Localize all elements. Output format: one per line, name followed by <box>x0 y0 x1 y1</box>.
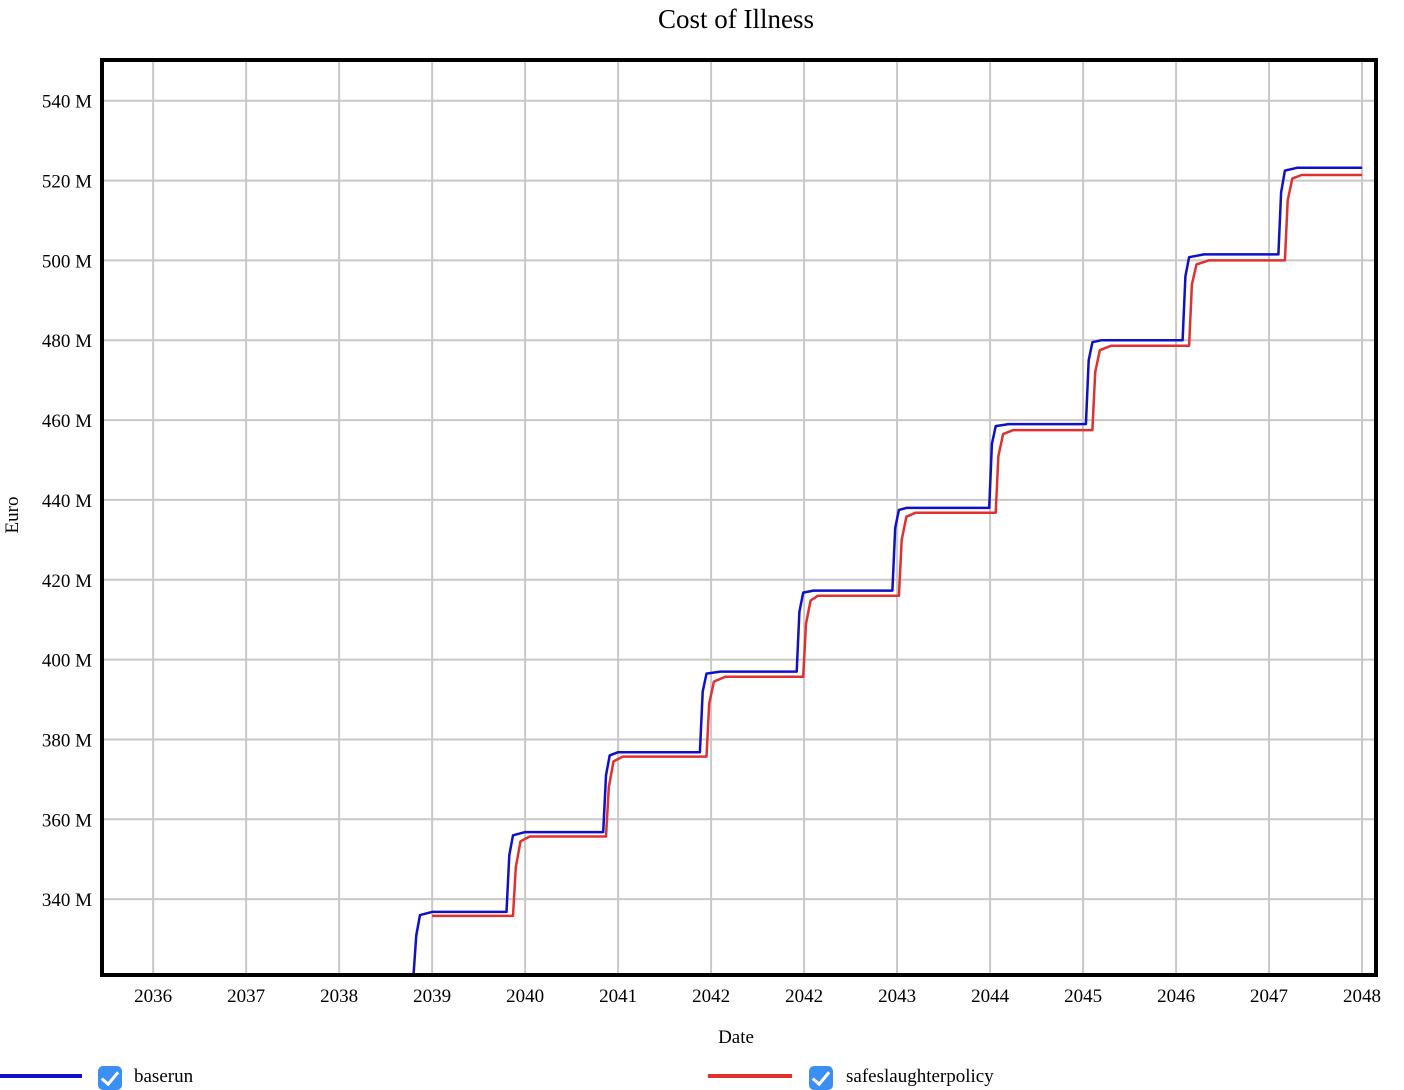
x-tick-label: 2044 <box>971 986 1010 1007</box>
x-tick-label: 2039 <box>413 986 451 1007</box>
y-tick-label: 360 M <box>42 810 92 831</box>
x-tick-label: 2045 <box>1064 986 1102 1007</box>
x-tick-label: 2037 <box>227 986 265 1007</box>
y-tick-label: 400 M <box>42 651 92 672</box>
x-tick-label: 2042 <box>692 986 730 1007</box>
legend-checkbox-baserun[interactable] <box>98 1066 122 1090</box>
y-tick-label: 520 M <box>42 172 92 193</box>
legend-label-safeslaughterpolicy: safeslaughterpolicy <box>846 1066 994 1087</box>
series-layer <box>412 166 1363 976</box>
y-tick-label: 460 M <box>42 411 92 432</box>
y-tick-label: 440 M <box>42 491 92 512</box>
x-tick-label: 2041 <box>599 986 637 1007</box>
x-tick-label: 2038 <box>320 986 358 1007</box>
plot-frame <box>100 58 1378 977</box>
y-tick-label: 420 M <box>42 571 92 592</box>
y-tick-label: 480 M <box>42 331 92 352</box>
y-tick-label: 380 M <box>42 730 92 751</box>
x-tick-label: 2036 <box>134 986 172 1007</box>
y-axis-label: Euro <box>2 497 23 534</box>
grid <box>102 60 1376 975</box>
x-tick-label: 2048 <box>1343 986 1381 1007</box>
x-tick-labels: 2036 2037 2038 2039 2040 2041 2042 2042 2043 2044… <box>134 986 1381 1007</box>
x-axis-label: Date <box>718 1027 754 1048</box>
legend-checkbox-safeslaughterpolicy[interactable] <box>809 1066 833 1090</box>
y-tick-label: 340 M <box>42 890 92 911</box>
legend-label-baserun: baserun <box>134 1066 194 1087</box>
x-tick-label: 2047 <box>1250 986 1288 1007</box>
x-tick-label: 2043 <box>878 986 916 1007</box>
x-tick-label: 2046 <box>1157 986 1195 1007</box>
series-line-safeslaughterpolicy <box>432 173 1363 918</box>
chart-title: Cost of Illness <box>658 4 814 34</box>
y-tick-labels: 340 M 360 M 380 M 400 M 420 M 440 M 460 M 480 M… <box>42 92 92 911</box>
y-tick-label: 500 M <box>42 251 92 272</box>
x-tick-label: 2042 <box>785 986 823 1007</box>
y-tick-label: 540 M <box>42 92 92 113</box>
series-line-baserun <box>412 166 1363 976</box>
x-tick-label: 2040 <box>506 986 544 1007</box>
